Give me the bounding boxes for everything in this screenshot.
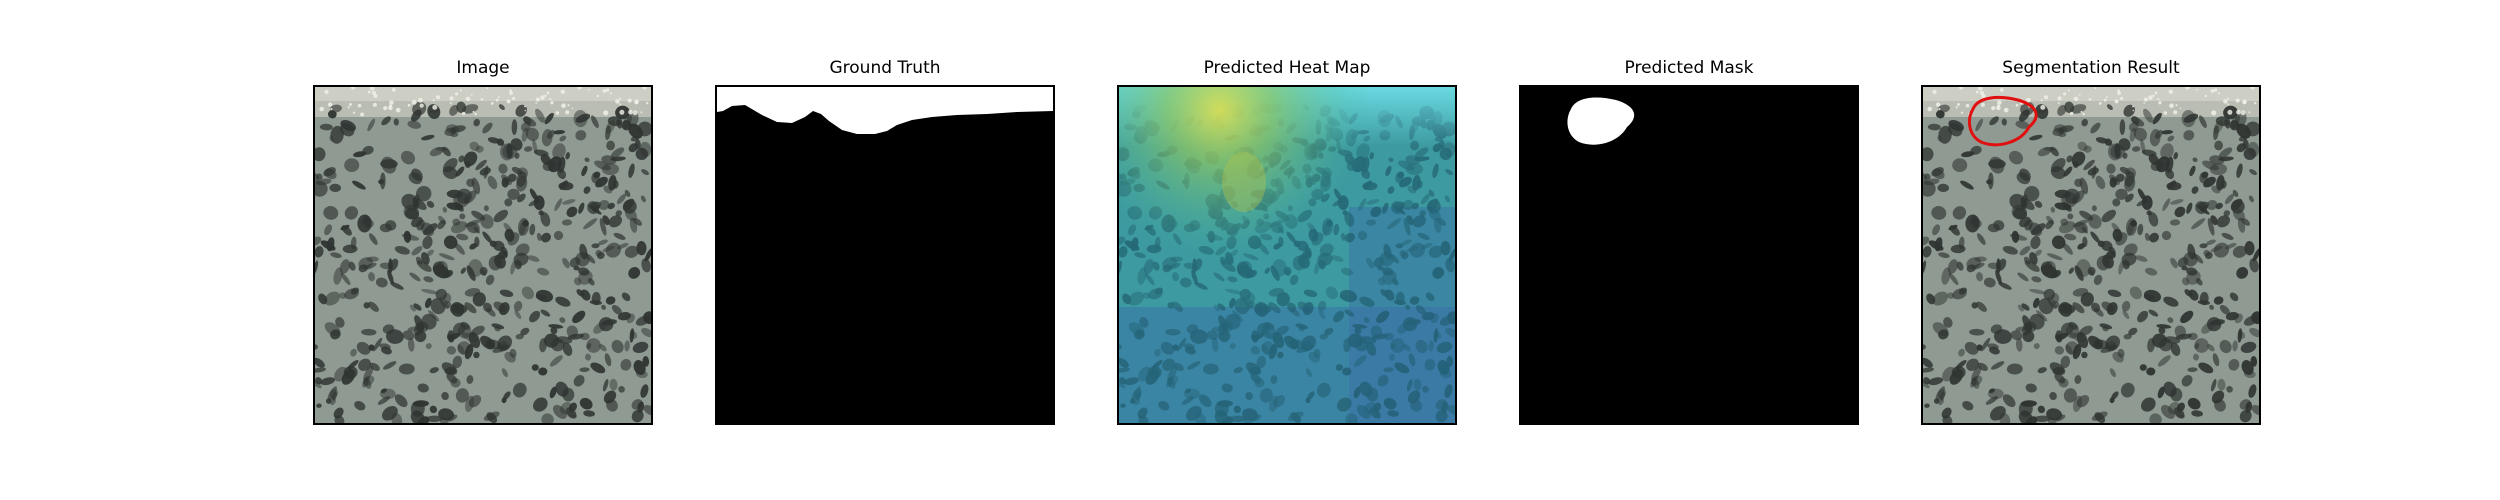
segmentation-frame	[1921, 85, 2261, 425]
image-frame	[313, 85, 653, 425]
panel-predicted-mask: Predicted Mask	[1519, 0, 1859, 500]
texture-image	[315, 87, 651, 423]
panel-segmentation-result: Segmentation Result	[1921, 0, 2261, 500]
heat-map-overlay	[1119, 87, 1455, 423]
predicted-mask	[1521, 87, 1857, 423]
panel-title: Segmentation Result	[2002, 58, 2180, 78]
panel-title: Predicted Heat Map	[1203, 58, 1371, 78]
predicted-mask-frame	[1519, 85, 1859, 425]
panel-title: Image	[456, 58, 510, 78]
segmentation-outline	[1967, 95, 2038, 147]
panel-ground-truth: Ground Truth	[715, 0, 1055, 500]
ground-truth-frame	[715, 85, 1055, 425]
ground-truth-mask	[717, 87, 1053, 423]
segmentation-image	[1923, 87, 2259, 423]
panel-heat-map: Predicted Heat Map	[1117, 0, 1457, 500]
panel-image: Image	[313, 0, 653, 500]
panel-title: Predicted Mask	[1624, 58, 1754, 78]
heat-map-frame	[1117, 85, 1457, 425]
panel-title: Ground Truth	[829, 58, 941, 78]
